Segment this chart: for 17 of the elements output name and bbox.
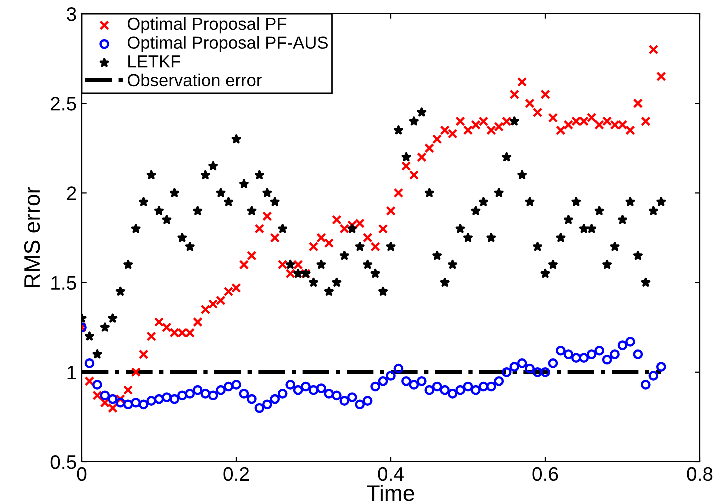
y-tick-label: 3 [67, 7, 76, 22]
x-axis-title: Time [367, 484, 414, 501]
x-tick-label: 0.8 [687, 467, 713, 482]
legend-label: Optimal Proposal PF-AUS [128, 36, 328, 52]
y-axis-title: RMS error [24, 187, 40, 288]
y-tick-label: 2 [67, 186, 76, 200]
y-tick-label: 1 [68, 366, 76, 380]
y-tick-label: 2.5 [51, 97, 76, 111]
x-tick-label: 0.2 [224, 467, 250, 482]
legend-label: Optimal Proposal PF [128, 17, 287, 34]
x-tick-label: 0.6 [532, 467, 558, 482]
x-tick-label: 0 [77, 467, 87, 482]
y-tick-label: 0.5 [50, 455, 76, 470]
legend-label: Observation error [128, 74, 262, 87]
legend-label: LETKF [128, 56, 180, 68]
y-tick-label: 1.5 [52, 276, 76, 290]
x-tick-label: 0.4 [378, 467, 404, 482]
